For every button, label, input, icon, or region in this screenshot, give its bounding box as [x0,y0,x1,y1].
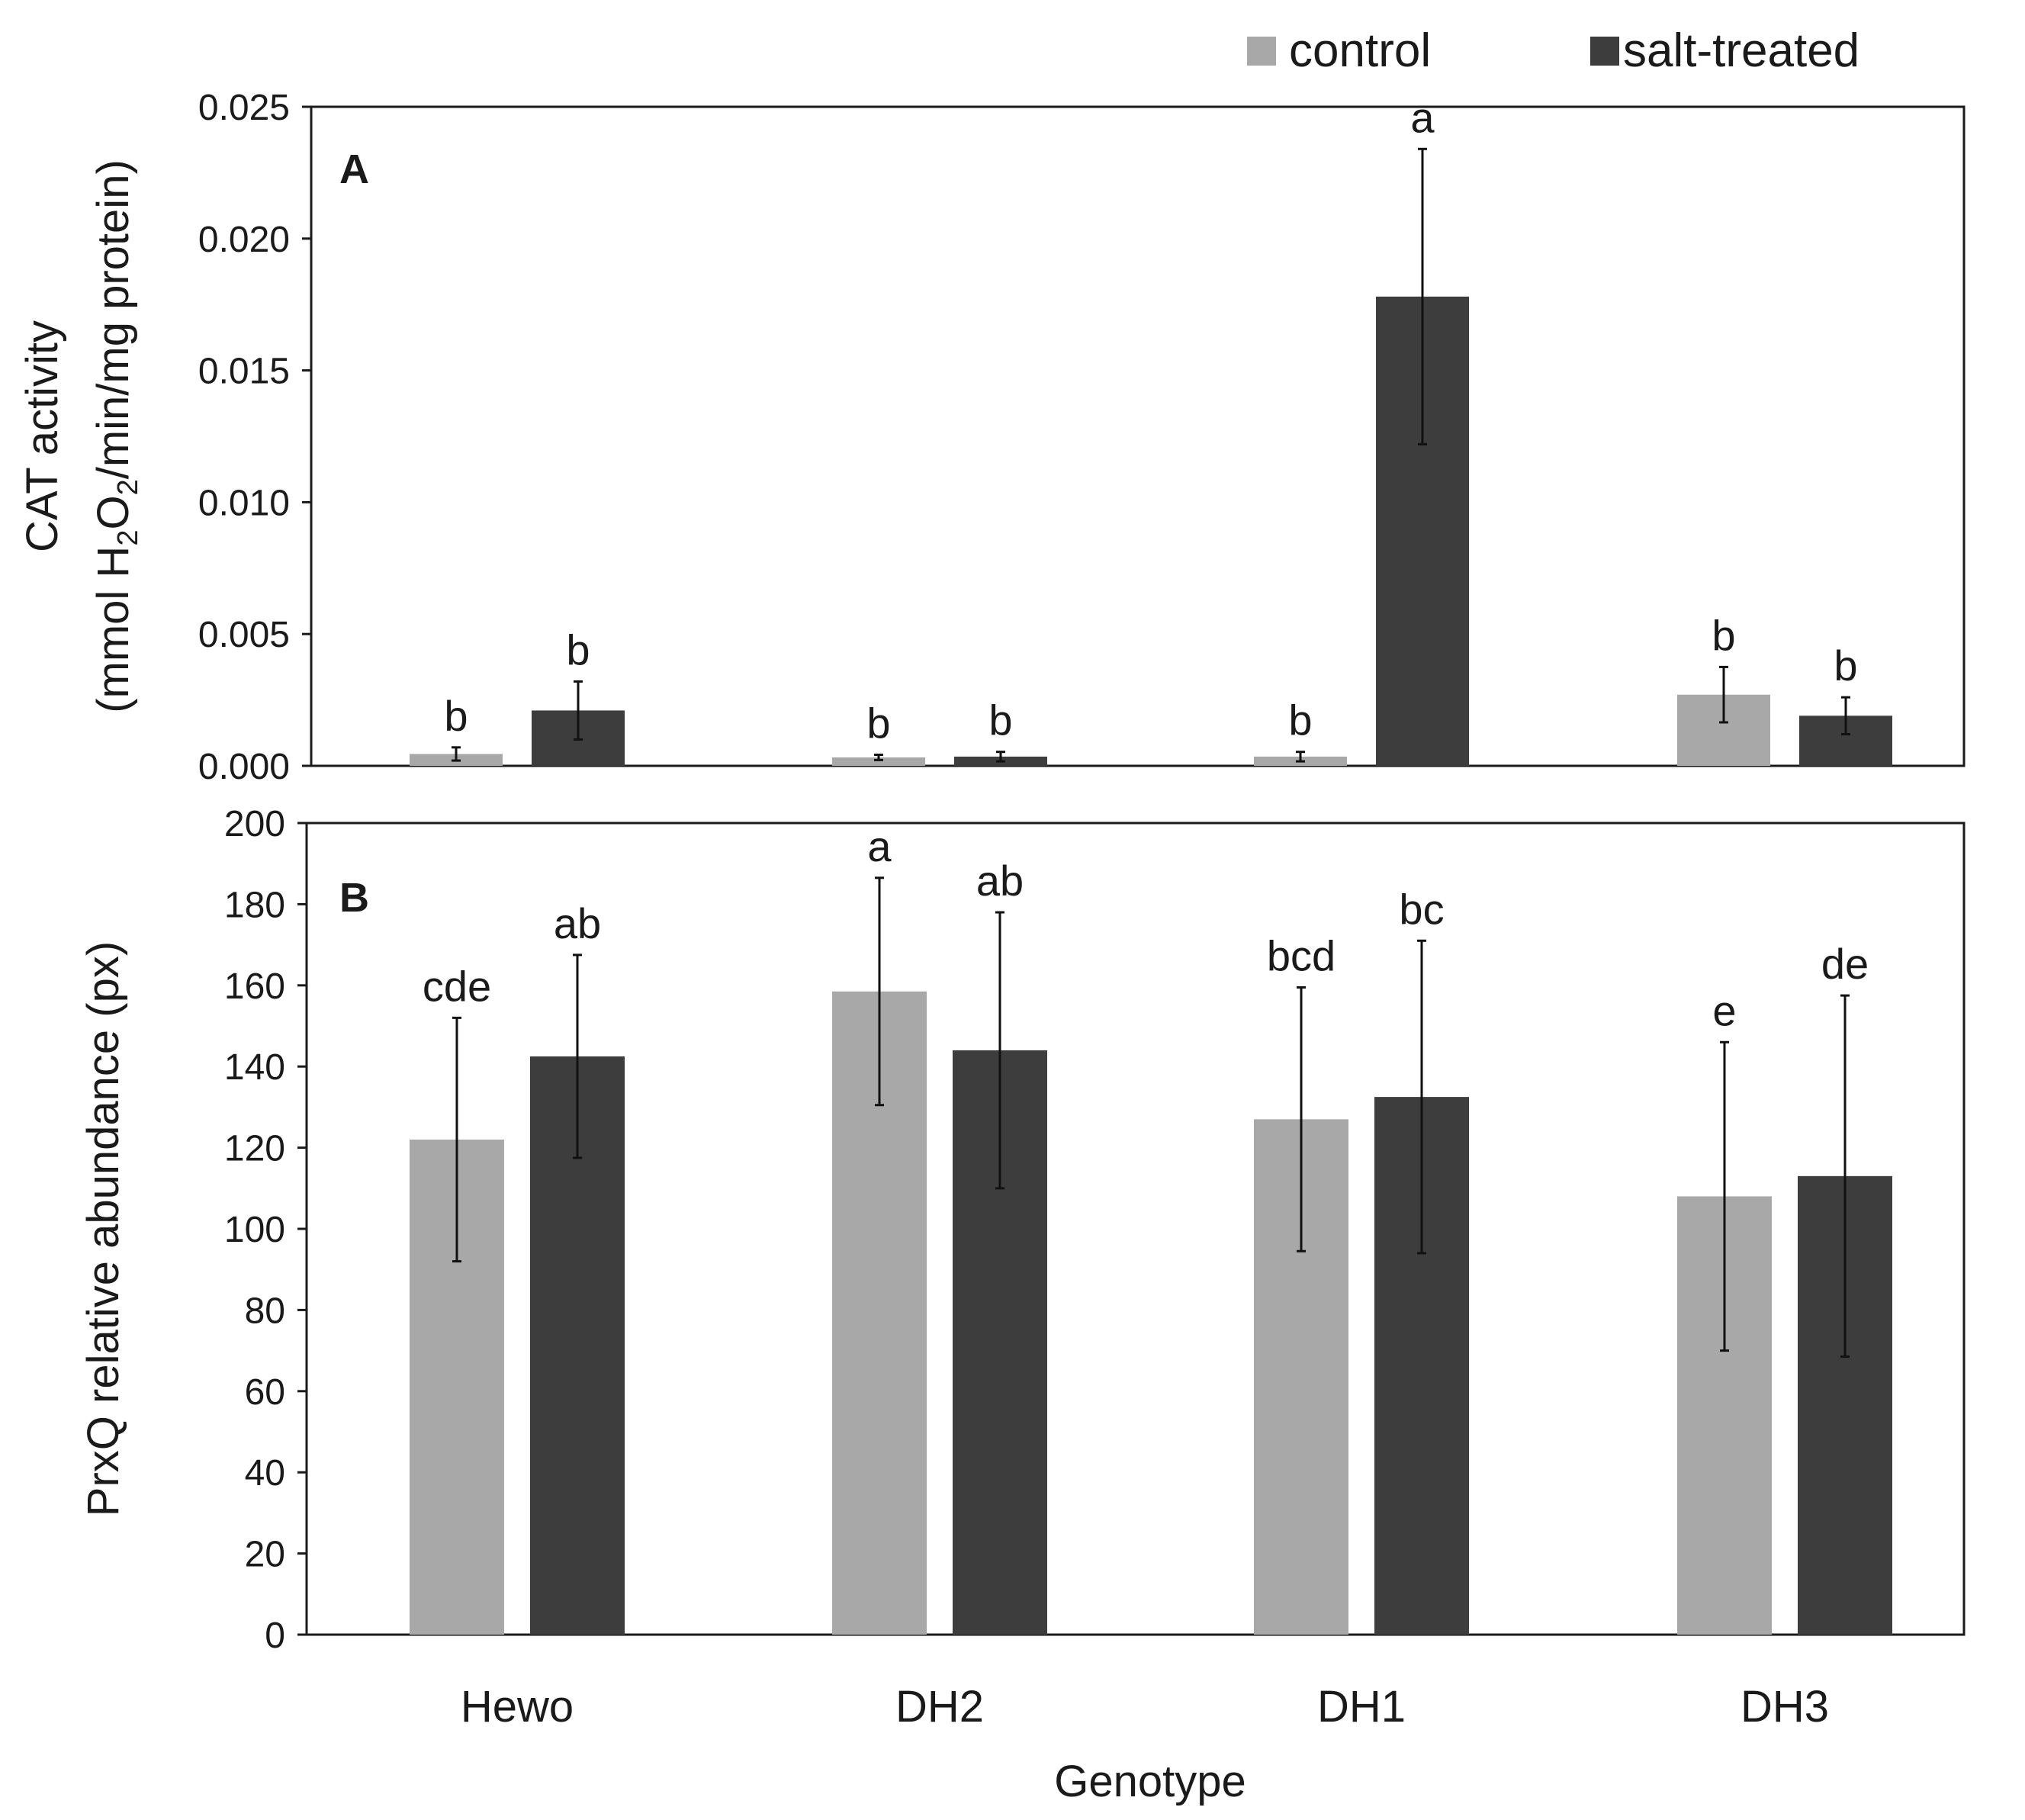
panel-a-plot-frame [310,105,1966,767]
panel-b-error-bar-control-hewo [452,1016,461,1263]
panel-b-x-tick-labels: Hewo DH2 DH1 DH3 [461,1682,1829,1732]
panel-a-significance-letter: b [1288,696,1312,744]
panel-a-y-tick-label: 0.010 [198,483,290,523]
panel-b-label: B [339,875,369,921]
panel-b-y-tick-label: 100 [224,1210,285,1250]
panel-a-significance-letter: b [566,625,590,674]
legend-swatch-control [1247,37,1276,66]
panel-a-y-ticks: 0.000 0.005 0.010 0.015 0.020 0.025 [198,88,311,787]
panel-a-y-axis-label-post: /min/mg protein) [88,159,138,479]
legend-label-salt-treated: salt-treated [1623,24,1859,77]
panel-b-significance-letter: de [1821,940,1869,988]
panel-a-error-bar-control-hewo [452,746,461,762]
panel-a-error-bar-control-dh2 [874,753,883,761]
panel-a-error-bar-control-dh1 [1296,751,1305,763]
panel-a-y-axis-label-line1: CAT activity [18,320,67,552]
x-tick-label-dh3: DH3 [1741,1682,1829,1732]
panel-b-significance-letter: cde [423,962,491,1010]
x-tick-label-hewo: Hewo [461,1682,574,1732]
panel-b-significance-letter: e [1712,986,1736,1034]
panel-b-y-tick-label: 180 [224,885,285,925]
panel-b-bars: cde ab a ab bcd bc e de [410,822,1892,1635]
panel-b-error-bar-salt-treated-dh3 [1840,994,1850,1359]
panel-b-significance-letter: ab [976,857,1024,905]
panel-b-y-tick-label: 40 [245,1453,285,1494]
panel-a-significance-letter: b [866,699,890,747]
panel-a-y-tick-label: 0.025 [198,88,290,128]
panel-b-significance-letter: a [867,822,892,870]
panel-a-bar-control-dh2 [832,757,925,766]
panel-b-y-tick-label: 80 [245,1291,285,1331]
panel-a-significance-letter: b [1834,642,1857,690]
panel-b-y-tick-label: 200 [224,804,285,844]
panel-b-y-tick-label: 20 [245,1535,285,1575]
panel-b-error-bar-control-dh2 [875,876,884,1107]
panel-b-y-tick-label: 160 [224,966,285,1007]
panel-a-significance-letter: b [444,692,468,740]
x-axis-label: Genotype [1054,1757,1246,1806]
panel-b-y-tick-label: 120 [224,1129,285,1169]
panel-b-significance-letter: bcd [1267,931,1336,979]
panel-b-y-tick-label: 0 [265,1616,285,1656]
panel-a-y-tick-label: 0.020 [198,220,290,260]
panel-b-error-bar-control-dh3 [1720,1040,1729,1352]
legend-swatch-salt-treated [1590,37,1619,66]
panel-a-significance-letter: a [1410,93,1435,141]
panel-a-y-axis-label-line2: (mmol H2O2/min/mg protein) [88,159,144,713]
panel-b-y-tick-label: 140 [224,1047,285,1088]
panel-a-bars: b b b b b a b b [410,93,1892,766]
panel-a-label: A [339,146,369,192]
panel-b-error-bar-salt-treated-hewo [573,953,582,1159]
panel-a-significance-letter: b [1712,611,1735,659]
panel-b-significance-letter: bc [1399,885,1444,933]
panel-b-error-bar-salt-treated-dh1 [1417,939,1426,1255]
panel-a-y-axis-label-sub1: 2 [112,530,144,546]
panel-b-y-ticks: 0 20 40 60 80 100 120 140 160 180 200 [224,804,307,1656]
panel-a-y-axis-label-pre: (mmol H [88,546,138,713]
panel-b-error-bar-salt-treated-dh2 [995,911,1004,1190]
panel-b: B 0 20 40 60 80 100 120 140 160 180 200 cde ab a ab bc… [79,804,1966,1806]
x-tick-label-dh2: DH2 [895,1682,984,1732]
panel-a-error-bar-salt-treated-dh3 [1841,696,1850,736]
panel-a-error-bar-salt-treated-dh1 [1418,147,1427,445]
panel-a-significance-letter: b [988,696,1012,744]
panel-a-y-tick-label: 0.000 [198,747,290,787]
panel-a-y-axis-label-mid: O [88,495,138,529]
panel-b-significance-letter: ab [554,899,601,947]
panel-b-y-tick-label: 60 [245,1372,285,1413]
panel-a-y-tick-label: 0.015 [198,352,290,392]
panel-a-y-tick-label: 0.005 [198,615,290,655]
panel-a-error-bar-salt-treated-dh2 [996,751,1005,763]
panel-b-error-bar-control-dh1 [1297,986,1306,1252]
x-tick-label-dh1: DH1 [1317,1682,1406,1732]
panel-a-error-bar-salt-treated-hewo [574,680,583,741]
legend-label-control: control [1289,24,1431,77]
panel-a-y-axis-label-sub2: 2 [112,479,144,495]
legend: control salt-treated [1247,24,1859,77]
panel-a-error-bar-control-dh3 [1719,665,1728,724]
panel-b-y-axis-label: PrxQ relative abundance (px) [79,941,128,1516]
